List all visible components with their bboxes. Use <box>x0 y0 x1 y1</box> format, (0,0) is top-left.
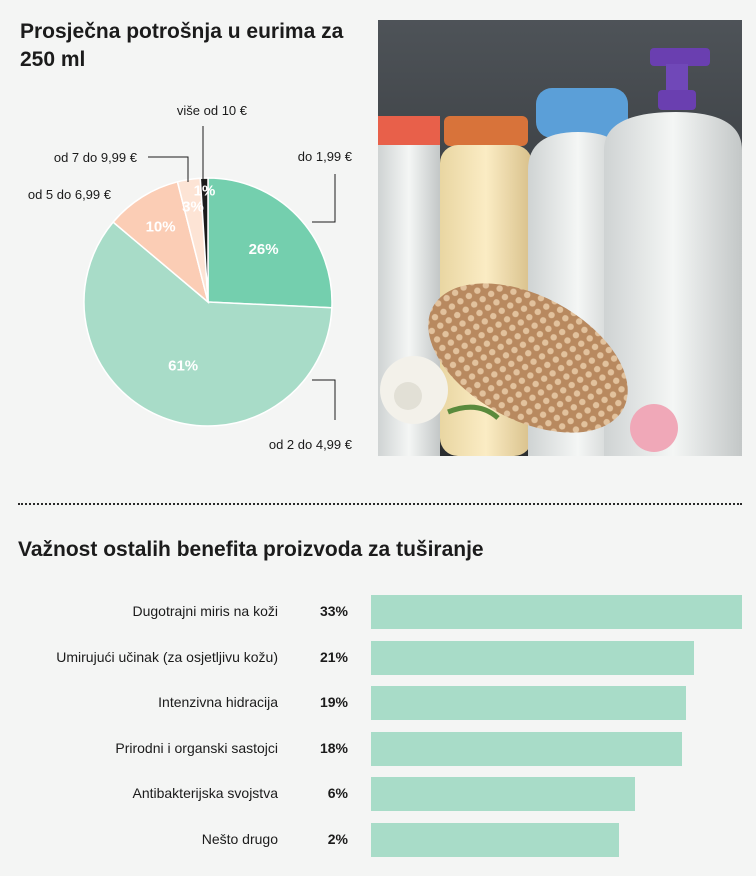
bar-value-label: 21% <box>319 648 348 665</box>
pie-slice-label: od 7 do 9,99 € <box>54 150 138 165</box>
pie-slice-label: od 5 do 6,99 € <box>28 187 112 202</box>
orange-cap <box>444 116 528 146</box>
bar <box>371 686 687 720</box>
bar <box>371 777 635 811</box>
pie-slice-label: od 2 do 4,99 € <box>269 437 353 452</box>
pie-slice <box>207 177 333 309</box>
bar-row: Nešto drugo 2% <box>0 822 756 857</box>
pie-slice-percent: 1% <box>194 182 216 199</box>
bar-value-label: 6% <box>327 785 348 801</box>
bar <box>371 640 695 675</box>
leader-line-od-7-do-9-99 <box>148 156 189 182</box>
pink-flower <box>630 404 678 452</box>
bar-category-label: Dugotrajni miris na koži <box>132 603 279 619</box>
bar <box>371 822 619 857</box>
pump-bottle <box>604 112 742 456</box>
bar-value-label: 33% <box>319 603 348 619</box>
blue-cap <box>536 88 628 138</box>
bar-row: Dugotrajni miris na koži 33% <box>0 595 756 629</box>
pie-slice-label: do 1,99 € <box>298 149 353 164</box>
loofah-sponge <box>428 283 628 433</box>
section-divider <box>18 503 742 505</box>
pie-slice-percent: 3% <box>182 198 204 215</box>
bar-category-label: Nešto drugo <box>201 830 278 847</box>
pie-slice-percent: 61% <box>168 358 198 375</box>
bar-row: Antibakterijska svojstva 6% <box>0 777 756 811</box>
bar-value-label: 2% <box>327 830 348 847</box>
bar-row: Prirodni i organski sastojci 18% <box>0 731 756 766</box>
leader-line-do-1-99 <box>312 174 336 223</box>
pump-head <box>650 48 710 66</box>
bar-row: Intenzivna hidracija 19% <box>0 686 756 720</box>
bar-row: Umirujući učinak (za osjetljivu kožu) 21% <box>0 640 756 675</box>
pie-slice-percent: 10% <box>146 218 176 235</box>
pie-slice <box>199 177 209 303</box>
bar <box>371 731 683 766</box>
bar-chart-title: Važnost ostalih benefita proizvoda za tu… <box>18 538 484 561</box>
pie-chart: do 1,99 € od 2 do 4,99 € od 5 do 6,99 € od … <box>28 103 353 452</box>
leader-line-od-2-do-4-99 <box>312 379 336 420</box>
pie-slice <box>112 180 210 305</box>
pie-slice <box>83 221 333 427</box>
bar-value-label: 18% <box>319 739 348 756</box>
bar <box>371 595 742 629</box>
bar-category-label: Intenzivna hidracija <box>158 694 278 710</box>
bar-value-label: 19% <box>319 694 348 710</box>
shower-products-photo <box>378 20 742 456</box>
bar-category-label: Prirodni i organski sastojci <box>115 739 278 756</box>
pie-slice-label: više od 10 € <box>177 103 248 118</box>
bar-category-label: Umirujući učinak (za osjetljivu kožu) <box>56 648 278 665</box>
pie-slice-percent: 26% <box>249 241 279 258</box>
bar-category-label: Antibakterijska svojstva <box>132 785 278 801</box>
pie-chart-title: Prosječna potrošnja u eurima za 250 ml <box>20 20 344 71</box>
